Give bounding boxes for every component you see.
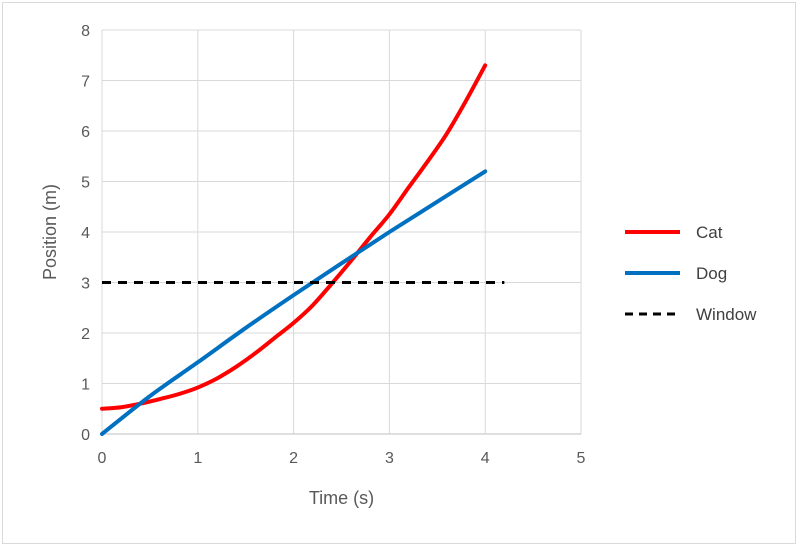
y-tick-label: 4 xyxy=(81,225,90,242)
y-tick-label: 0 xyxy=(81,427,90,444)
legend-label-window: Window xyxy=(696,305,757,324)
x-tick-label: 2 xyxy=(289,450,298,467)
x-tick-label: 1 xyxy=(193,450,202,467)
series-line-dog xyxy=(100,169,488,436)
y-tick-label: 2 xyxy=(81,326,90,343)
x-tick-label: 5 xyxy=(577,450,586,467)
series-group xyxy=(100,63,505,436)
legend-label-dog: Dog xyxy=(696,264,727,283)
x-axis-title: Time (s) xyxy=(309,488,374,508)
series-line-cat xyxy=(100,63,488,411)
y-tick-labels: 0 1 2 3 4 5 6 7 8 xyxy=(81,23,90,444)
y-tick-label: 7 xyxy=(81,74,90,91)
y-axis-title: Position (m) xyxy=(40,184,60,280)
grid xyxy=(101,29,582,435)
y-tick-label: 8 xyxy=(81,23,90,40)
legend-label-cat: Cat xyxy=(696,223,723,242)
y-tick-label: 1 xyxy=(81,377,90,394)
y-tick-label: 6 xyxy=(81,124,90,141)
x-tick-label: 0 xyxy=(98,450,107,467)
x-tick-label: 4 xyxy=(481,450,490,467)
x-tick-label: 3 xyxy=(385,450,394,467)
x-tick-labels: 0 1 2 3 4 5 xyxy=(98,450,586,467)
y-tick-label: 5 xyxy=(81,175,90,192)
y-tick-label: 3 xyxy=(81,276,90,293)
legend: Cat Dog Window xyxy=(625,223,757,324)
